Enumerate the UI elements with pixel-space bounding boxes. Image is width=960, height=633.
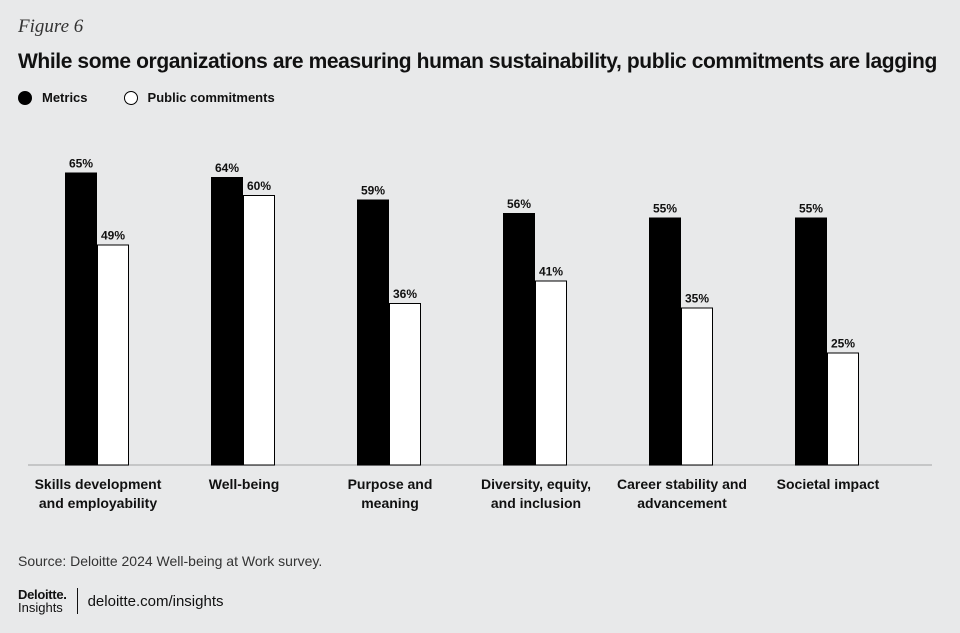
bar-metrics-0 [65, 172, 97, 466]
bar-metrics-4 [649, 217, 681, 466]
data-label-metrics-1: 64% [215, 161, 239, 175]
logo-dot: . [63, 587, 67, 602]
data-label-public-2: 36% [393, 287, 417, 301]
category-label-4-line-1: advancement [637, 495, 727, 511]
source-note: Source: Deloitte 2024 Well-being at Work… [18, 553, 323, 569]
bar-metrics-2 [357, 199, 389, 466]
bar-public-1 [243, 195, 275, 466]
figure-label: Figure 6 [18, 16, 84, 37]
category-label-3-line-0: Diversity, equity, [481, 476, 591, 492]
category-label-1: Well-being [209, 476, 280, 492]
deloitte-logo: Deloitte. Insights [18, 588, 67, 614]
legend-label-public: Public commitments [147, 90, 275, 105]
legend-swatch-public [123, 90, 138, 105]
category-label-2-line-1: meaning [361, 495, 419, 511]
logo-sub: Insights [18, 600, 63, 615]
bar-public-0 [97, 244, 129, 466]
footer: Deloitte. Insights deloitte.com/insights [18, 588, 224, 614]
bar-public-3 [535, 280, 567, 466]
data-label-metrics-3: 56% [507, 197, 531, 211]
data-label-public-5: 25% [831, 337, 855, 351]
bar-metrics-3 [503, 213, 535, 466]
data-label-public-1: 60% [247, 179, 271, 193]
legend-label-metrics: Metrics [42, 90, 88, 105]
category-label-0-line-1: and employability [39, 495, 157, 511]
legend-item-metrics: Metrics [18, 90, 88, 105]
category-label-3-line-1: and inclusion [491, 495, 581, 511]
bar-public-5 [827, 352, 859, 466]
legend: Metrics Public commitments [18, 90, 311, 105]
category-label-0-line-0: Skills development [35, 476, 162, 492]
bar-metrics-1 [211, 177, 243, 466]
data-label-metrics-2: 59% [361, 184, 385, 198]
data-label-public-4: 35% [685, 292, 709, 306]
chart-title: While some organizations are measuring h… [18, 50, 937, 73]
data-label-metrics-0: 65% [69, 157, 93, 171]
logo-main: Deloitte. [18, 588, 67, 601]
data-label-metrics-5: 55% [799, 202, 823, 216]
site-link[interactable]: deloitte.com/insights [87, 592, 224, 610]
legend-item-public: Public commitments [123, 90, 275, 105]
category-label-2-line-0: Purpose and [348, 476, 433, 492]
legend-swatch-metrics [18, 90, 32, 105]
footer-divider [76, 588, 78, 614]
category-label-4-line-0: Career stability and [617, 476, 747, 492]
logo-wordmark: Deloitte [18, 587, 64, 602]
bar-metrics-5 [795, 217, 827, 466]
data-label-public-3: 41% [539, 265, 563, 279]
category-label-5: Societal impact [777, 476, 880, 492]
data-label-metrics-4: 55% [653, 202, 677, 216]
bar-public-4 [681, 307, 713, 466]
bar-public-2 [389, 303, 421, 466]
data-label-public-0: 49% [101, 229, 125, 243]
